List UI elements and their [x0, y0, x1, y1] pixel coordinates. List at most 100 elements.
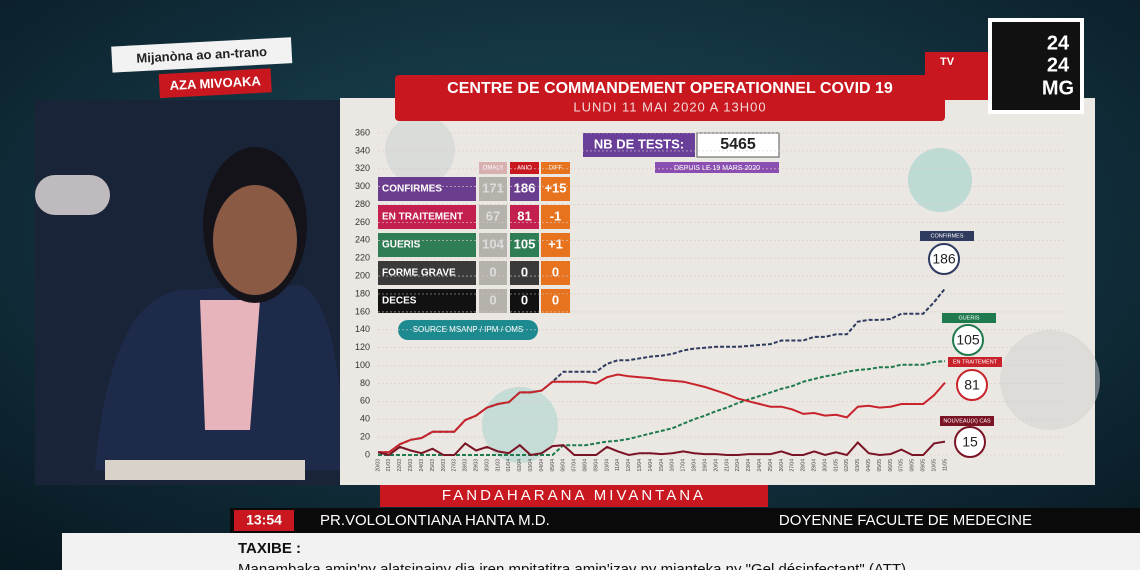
table-value: +1 — [548, 236, 563, 251]
table-cell — [479, 261, 507, 285]
ticker-title: TAXIBE : — [238, 540, 301, 557]
table-value: 105 — [514, 236, 536, 251]
table-value: 171 — [482, 180, 504, 195]
virus-deco — [385, 115, 455, 185]
table-cell — [378, 233, 476, 257]
logo-line: 24 — [1047, 54, 1070, 76]
row-label: EN TRAITEMENT — [382, 212, 463, 223]
virus-deco — [908, 148, 972, 212]
x-tick-label: 29/04 — [811, 459, 817, 472]
legend-tag-box — [940, 416, 994, 426]
table-cell — [541, 233, 570, 257]
table-cell — [479, 205, 507, 229]
tests-note-box — [655, 162, 779, 173]
table-value: 104 — [482, 236, 504, 251]
y-tick-label: 360 — [355, 127, 370, 137]
table-value: +15 — [544, 180, 566, 195]
logo-line: MG — [1042, 77, 1074, 99]
legend-tag-box — [942, 313, 996, 323]
legend-tag-box — [920, 231, 974, 241]
x-tick-label: 21/03 — [386, 459, 392, 472]
table-value: 0 — [552, 292, 559, 307]
x-tick-label: 07/05 — [899, 459, 905, 472]
y-tick-label: 300 — [355, 181, 370, 191]
virus-deco — [1000, 330, 1100, 430]
x-tick-label: 26/03 — [441, 459, 447, 472]
x-tick-label: 04/04 — [539, 459, 545, 472]
y-tick-label: 0 — [365, 449, 370, 459]
series-line — [378, 373, 946, 454]
tests-label-box — [583, 133, 695, 157]
series-line — [378, 360, 946, 456]
x-tick-label: 16/04 — [670, 459, 676, 472]
x-tick-label: 30/04 — [822, 459, 828, 472]
presenter-shirt — [200, 300, 260, 430]
x-tick-label: 09/05 — [921, 459, 927, 472]
end-value-label: 15 — [962, 434, 978, 450]
table-header-cell — [541, 162, 570, 174]
legend-tag: EN TRAITEMENT — [953, 359, 998, 365]
series-line — [377, 440, 946, 457]
legend-tag: GUERIS — [958, 315, 979, 321]
time: 13:54 — [246, 512, 282, 528]
y-tick-label: 260 — [355, 217, 370, 227]
end-marker — [928, 243, 960, 275]
x-tick-label: 27/03 — [452, 459, 458, 472]
x-tick-label: 10/04 — [604, 459, 610, 472]
y-tick-label: 220 — [355, 253, 370, 263]
presenter-face — [213, 185, 297, 295]
y-tick-label: 140 — [355, 324, 370, 334]
logo-box — [988, 18, 1084, 114]
x-tick-label: 12/04 — [626, 459, 632, 472]
x-tick-label: 10/05 — [931, 459, 937, 472]
x-tick-label: 25/04 — [768, 459, 774, 472]
row-label: CONFIRMES — [382, 184, 442, 195]
y-tick-label: 200 — [355, 270, 370, 280]
x-tick-label: 28/03 — [463, 459, 469, 472]
x-tick-label: 05/04 — [550, 459, 556, 472]
x-tick-label: 03/04 — [528, 459, 534, 472]
y-tick-label: 100 — [355, 360, 370, 370]
table-cell — [479, 233, 507, 257]
table-cell — [378, 205, 476, 229]
legend-tag: NOUVEAU(X) CAS — [943, 418, 991, 424]
virus-deco — [482, 387, 558, 463]
x-tick-label: 02/04 — [517, 459, 523, 472]
program: FANDAHARANA MIVANTANA — [442, 487, 706, 504]
y-tick-label: 40 — [360, 414, 370, 424]
x-tick-label: 06/04 — [561, 459, 567, 472]
x-tick-label: 02/05 — [844, 459, 850, 472]
x-tick-label: 23/03 — [408, 459, 414, 472]
x-tick-label: 21/04 — [724, 459, 730, 472]
table-cell — [541, 177, 570, 201]
y-tick-label: 180 — [355, 288, 370, 298]
table-cell — [479, 289, 507, 313]
table-cell — [378, 261, 476, 285]
x-tick-label: 18/04 — [692, 459, 698, 472]
x-tick-label: 23/04 — [746, 459, 752, 472]
y-tick-label: 80 — [360, 378, 370, 388]
guest-name: PR.VOLOLONTIANA HANTA M.D. — [320, 512, 550, 529]
table-header: OMALY — [483, 166, 504, 172]
y-tick-label: 160 — [355, 306, 370, 316]
table-value: 0 — [521, 264, 528, 279]
x-tick-label: 14/04 — [648, 459, 654, 472]
x-tick-label: 20/04 — [713, 459, 719, 472]
logo-red — [925, 52, 990, 100]
logo-tv: TV — [940, 56, 955, 68]
desk-papers — [105, 460, 305, 480]
slogan-bottom: AZA MIVOAKA — [169, 73, 262, 93]
table-header-cell — [510, 162, 539, 174]
tests-value: 5465 — [720, 136, 756, 153]
table-cell — [510, 177, 539, 201]
studio-light — [35, 175, 110, 215]
table-value: 67 — [486, 208, 500, 223]
x-tick-label: 09/04 — [593, 459, 599, 472]
x-tick-label: 29/03 — [473, 459, 479, 472]
row-label: GUERIS — [382, 240, 421, 251]
table-cell — [378, 289, 476, 313]
x-tick-label: 11/05 — [942, 459, 948, 471]
x-tick-label: 19/04 — [702, 459, 708, 472]
